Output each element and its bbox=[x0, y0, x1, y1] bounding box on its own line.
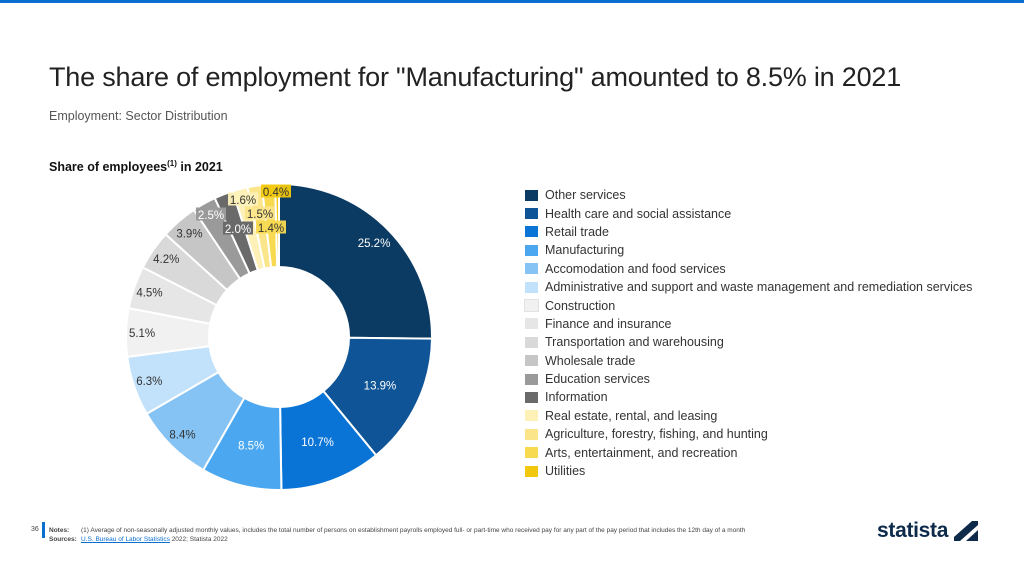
legend-swatch bbox=[525, 244, 538, 256]
legend-label: Construction bbox=[545, 298, 616, 313]
data-label-transportation-and-warehousing: 4.2% bbox=[153, 254, 179, 266]
sources-text: 2022; Statista 2022 bbox=[169, 536, 228, 543]
legend-label: Arts, entertainment, and recreation bbox=[545, 445, 738, 460]
legend-item-wholesale-trade[interactable]: Wholesale trade bbox=[525, 352, 972, 370]
legend-item-education-services[interactable]: Education services bbox=[525, 370, 972, 388]
legend-item-utilities[interactable]: Utilities bbox=[525, 462, 972, 480]
legend-item-manufacturing[interactable]: Manufacturing bbox=[525, 241, 972, 259]
data-label-accomodation-and-food-services: 8.4% bbox=[169, 429, 195, 441]
legend-label: Manufacturing bbox=[545, 243, 625, 258]
legend-item-transportation-and-warehousing[interactable]: Transportation and warehousing bbox=[525, 333, 972, 351]
legend-label: Health care and social assistance bbox=[545, 206, 732, 221]
data-label-bg-real-estate-rental-and-leasing bbox=[228, 192, 258, 206]
data-label-health-care-and-social-assistance: 13.9% bbox=[364, 380, 397, 392]
legend-swatch bbox=[525, 208, 538, 220]
legend-swatch bbox=[525, 391, 538, 403]
data-label-education-services: 2.5% bbox=[198, 210, 224, 222]
chart-heading-footnote: (1) bbox=[167, 159, 177, 168]
data-label-construction: 5.1% bbox=[129, 328, 155, 340]
legend-item-information[interactable]: Information bbox=[525, 388, 972, 406]
legend-item-real-estate-rental-and-leasing[interactable]: Real estate, rental, and leasing bbox=[525, 407, 972, 425]
data-label-manufacturing: 8.5% bbox=[238, 440, 264, 452]
data-label-bg-education-services bbox=[196, 207, 226, 221]
data-label-agriculture-forestry-fishing-and-hunting: 1.5% bbox=[247, 209, 273, 221]
legend-swatch bbox=[525, 373, 538, 385]
brand-name: statista bbox=[877, 519, 949, 542]
legend-swatch bbox=[525, 263, 538, 275]
data-label-bg-information bbox=[223, 221, 253, 235]
legend-item-finance-and-insurance[interactable]: Finance and insurance bbox=[525, 315, 972, 333]
legend-label: Accomodation and food services bbox=[545, 261, 726, 276]
chart-heading-text: Share of employees bbox=[49, 160, 168, 175]
legend-swatch bbox=[525, 189, 538, 201]
legend-item-other-services[interactable]: Other services bbox=[525, 186, 972, 204]
data-label-retail-trade: 10.7% bbox=[301, 437, 334, 449]
sources-label: Sources: bbox=[49, 536, 77, 543]
statista-logo[interactable]: statista bbox=[877, 519, 979, 543]
page-number-accent bbox=[42, 522, 45, 538]
legend-label: Transportation and warehousing bbox=[545, 335, 724, 350]
legend-item-health-care-and-social-assistance[interactable]: Health care and social assistance bbox=[525, 204, 972, 222]
legend-swatch bbox=[524, 299, 539, 313]
legend-label: Wholesale trade bbox=[545, 353, 636, 368]
legend-item-accomodation-and-food-services[interactable]: Accomodation and food services bbox=[525, 260, 972, 278]
legend-swatch bbox=[525, 281, 538, 293]
legend-label: Information bbox=[545, 390, 608, 405]
chart-heading-suffix: in 2021 bbox=[176, 160, 223, 175]
chart-heading: Share of employees(1) in 2021 bbox=[49, 159, 223, 174]
legend-label: Education services bbox=[545, 372, 650, 387]
data-label-administrative-and-support-and-waste-management-and-remediation-services: 6.3% bbox=[136, 376, 162, 388]
data-label-other-services: 25.2% bbox=[358, 238, 391, 250]
legend-label: Retail trade bbox=[545, 224, 609, 239]
slice-other-services[interactable] bbox=[278, 182, 433, 340]
data-label-bg-arts-entertainment-and-recreation bbox=[256, 220, 286, 234]
notes-text: (1) Average of non-seasonally adjusted m… bbox=[81, 527, 746, 534]
legend-swatch bbox=[525, 465, 538, 477]
legend-swatch bbox=[525, 318, 538, 330]
legend-item-arts-entertainment-and-recreation[interactable]: Arts, entertainment, and recreation bbox=[525, 443, 972, 461]
page-subtitle: Employment: Sector Distribution bbox=[49, 109, 228, 123]
legend-swatch bbox=[525, 336, 538, 348]
legend-label: Finance and insurance bbox=[545, 316, 672, 331]
legend-swatch bbox=[525, 226, 538, 238]
data-label-bg-agriculture-forestry-fishing-and-hunting bbox=[245, 206, 275, 220]
data-label-bg-utilities bbox=[261, 184, 291, 198]
chart-legend: Other services Health care and social ass… bbox=[524, 186, 972, 480]
legend-item-retail-trade[interactable]: Retail trade bbox=[525, 223, 972, 241]
page-number: 36 bbox=[31, 526, 39, 533]
legend-label: Real estate, rental, and leasing bbox=[545, 408, 718, 423]
notes-label: Notes: bbox=[49, 527, 70, 534]
legend-label: Other services bbox=[545, 188, 626, 203]
data-label-finance-and-insurance: 4.5% bbox=[136, 287, 162, 299]
data-label-information: 2.0% bbox=[225, 224, 251, 236]
data-label-wholesale-trade: 3.9% bbox=[176, 228, 202, 240]
legend-item-construction[interactable]: Construction bbox=[524, 296, 972, 314]
legend-label: Utilities bbox=[545, 464, 586, 479]
legend-swatch bbox=[525, 410, 538, 422]
data-label-utilities: 0.4% bbox=[263, 187, 289, 199]
legend-item-administrative-and-support-and-waste-management-and-remediation-services[interactable]: Administrative and support and waste man… bbox=[525, 278, 972, 296]
legend-swatch bbox=[525, 355, 538, 367]
data-label-arts-entertainment-and-recreation: 1.4% bbox=[258, 223, 284, 235]
legend-item-agriculture-forestry-fishing-and-hunting[interactable]: Agriculture, forestry, fishing, and hunt… bbox=[525, 425, 972, 443]
top-accent-bar bbox=[0, 0, 1024, 3]
legend-label: Agriculture, forestry, fishing, and hunt… bbox=[545, 427, 768, 442]
data-label-real-estate-rental-and-leasing: 1.6% bbox=[230, 195, 256, 207]
footer-notes: Notes: (1) Average of non-seasonally adj… bbox=[49, 526, 749, 544]
sources-link[interactable]: U.S. Bureau of Labor Statistics bbox=[81, 536, 170, 543]
legend-swatch bbox=[525, 447, 538, 459]
page-title: The share of employment for "Manufacturi… bbox=[49, 62, 902, 92]
statista-logo-icon bbox=[954, 521, 979, 541]
legend-swatch bbox=[525, 428, 538, 440]
legend-label: Administrative and support and waste man… bbox=[545, 280, 973, 295]
